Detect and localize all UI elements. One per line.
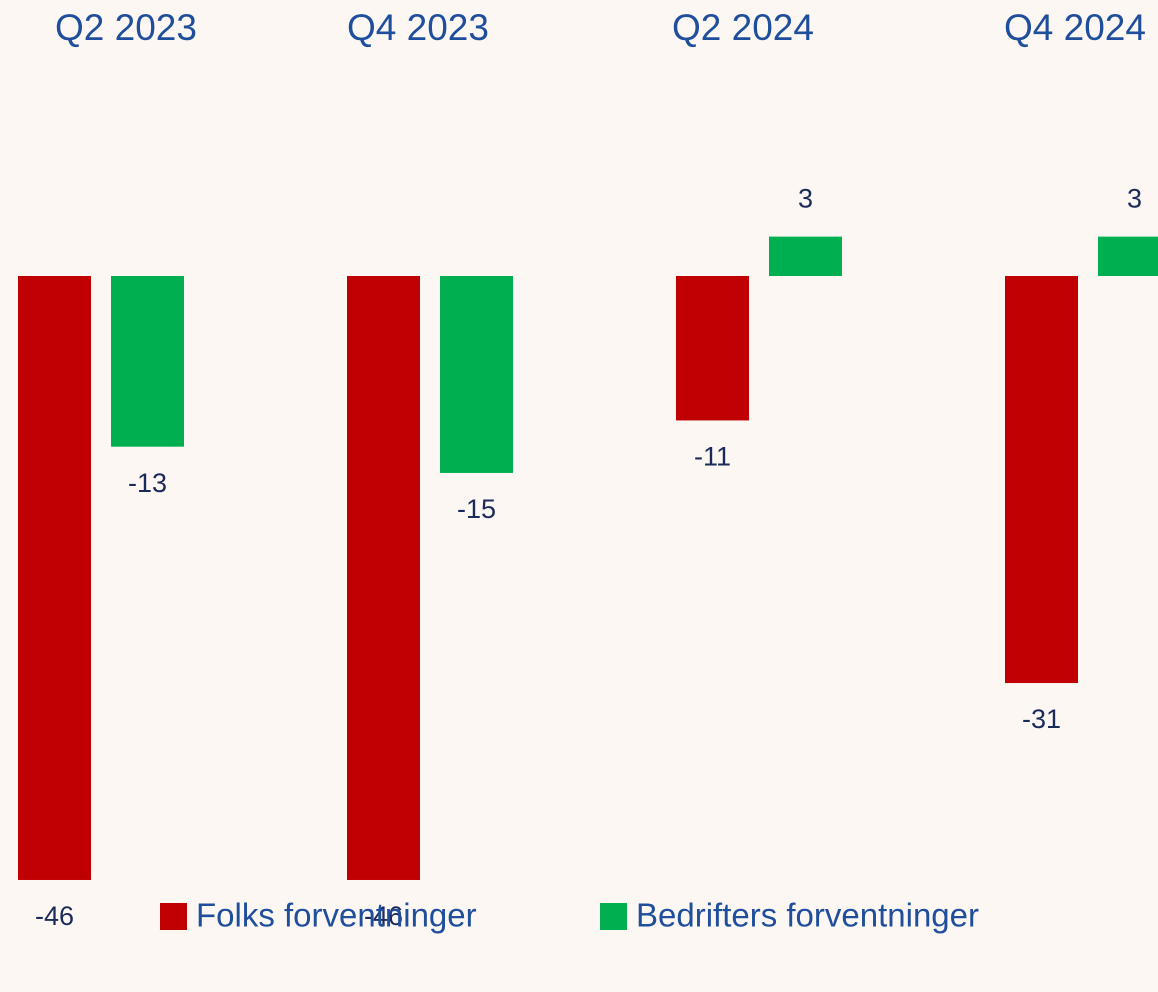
legend-label: Folks forventninger [196,897,477,934]
value-label: 3 [798,184,813,214]
bar [1098,236,1158,276]
bar [111,276,184,447]
value-label: -13 [128,468,167,498]
legend-swatch [600,903,627,930]
value-label: -46 [364,901,403,931]
bar [769,236,842,276]
bar [18,276,91,880]
category-label: Q4 2023 [347,7,489,48]
value-label: -15 [457,494,496,524]
category-label: Q2 2024 [672,7,814,48]
bar [347,276,420,880]
value-label: -11 [694,442,731,472]
value-label: -31 [1022,704,1061,734]
legend-swatch [160,903,187,930]
legend-label: Bedrifters forventninger [636,897,979,934]
bar [676,276,749,421]
bar [440,276,513,473]
value-label: 3 [1127,184,1142,214]
category-label: Q2 2023 [55,7,197,48]
value-label: -46 [35,901,74,931]
category-label: Q4 2024 [1004,7,1146,48]
bar [1005,276,1078,684]
